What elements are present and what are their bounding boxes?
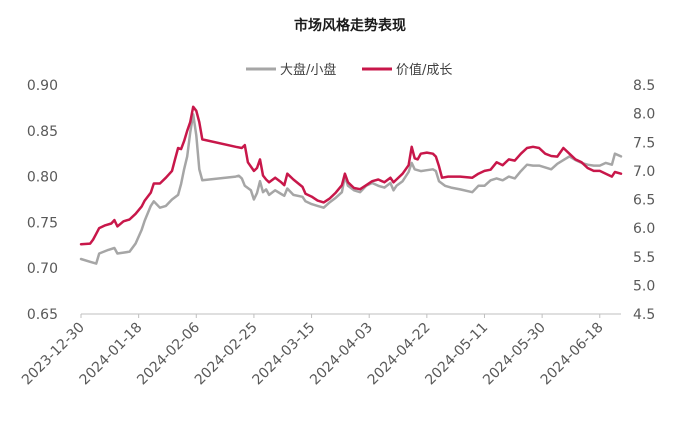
right-tick-label: 8.5 — [633, 78, 655, 94]
series-layer — [79, 105, 623, 265]
right-tick-label: 6.5 — [633, 193, 655, 209]
right-axis-ticks: 4.5 5.0 5.5 6.0 6.5 7.0 7.5 8.0 8.5 — [633, 78, 655, 323]
x-axis-ticks: 2023-12-302024-01-182024-02-062024-02-25… — [19, 314, 607, 388]
right-tick-label: 6.0 — [633, 221, 655, 237]
left-tick-label: 0.65 — [27, 307, 58, 323]
left-axis-ticks: 0.65 0.70 0.75 0.80 0.85 0.90 — [27, 78, 58, 323]
left-tick-label: 0.90 — [27, 78, 58, 94]
right-tick-label: 7.0 — [633, 164, 655, 180]
right-tick-label: 7.5 — [633, 135, 655, 151]
left-tick-label: 0.70 — [27, 261, 58, 277]
chart-title: 市场风格走势表现 — [294, 17, 406, 34]
left-tick-label: 0.85 — [27, 124, 58, 140]
series-line-large-small — [79, 113, 623, 265]
right-tick-label: 4.5 — [633, 307, 655, 323]
left-tick-label: 0.75 — [27, 215, 58, 231]
series-line-value-growth — [79, 105, 623, 246]
right-tick-label: 5.5 — [633, 250, 655, 266]
right-tick-label: 5.0 — [633, 278, 655, 294]
legend-label-large-small: 大盘/小盘 — [280, 62, 336, 78]
legend-label-value-growth: 价值/成长 — [396, 62, 452, 78]
legend: 大盘/小盘 价值/成长 — [246, 62, 452, 78]
right-tick-label: 8.0 — [633, 107, 655, 123]
left-tick-label: 0.80 — [27, 170, 58, 186]
x-tick-label: 2024-06-18 — [538, 320, 607, 389]
